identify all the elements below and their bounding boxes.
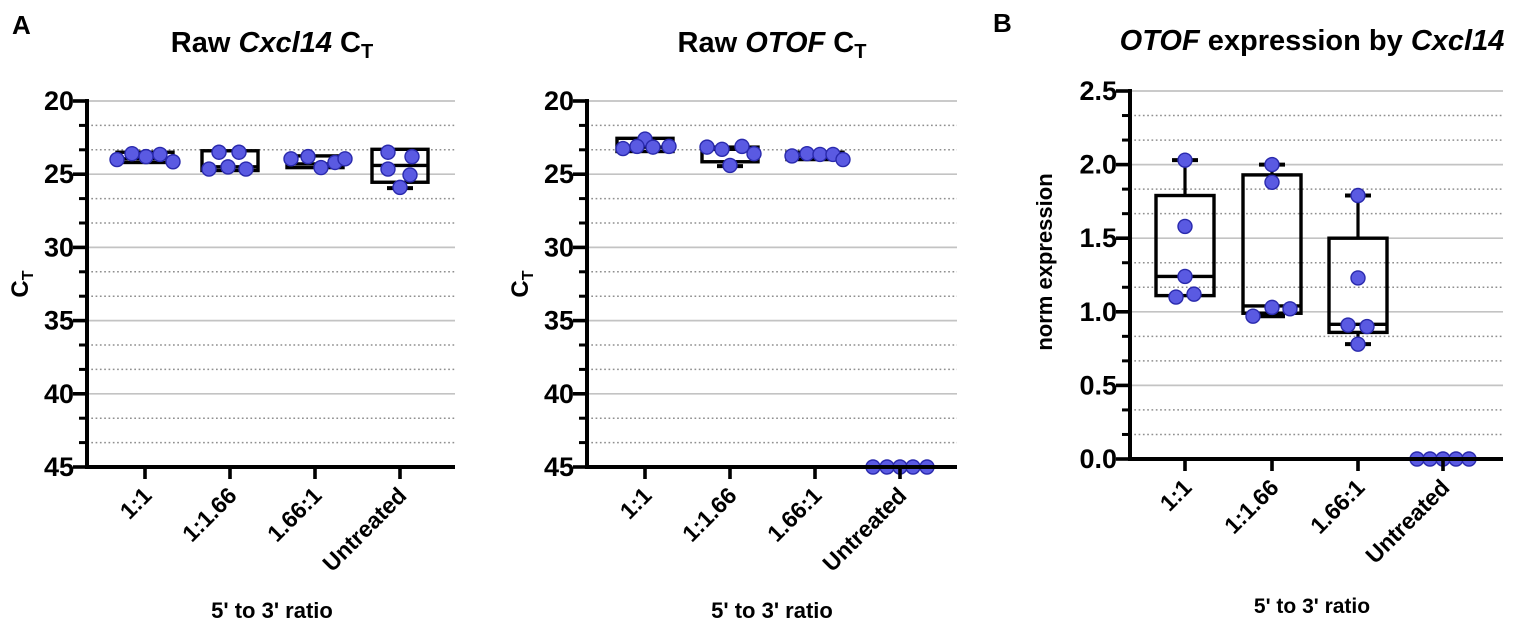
y-tick-label: 25 — [44, 159, 74, 189]
y-tick-label: 0.5 — [1079, 370, 1117, 400]
data-point — [799, 146, 815, 162]
x-axis-title: 5' to 3' ratio — [1254, 595, 1370, 618]
data-point — [283, 151, 299, 167]
data-point — [714, 141, 730, 158]
data-point — [1350, 270, 1366, 286]
panel-label-b: B — [993, 8, 1012, 38]
data-point — [746, 146, 762, 162]
y-tick-label: 0.0 — [1079, 444, 1117, 474]
data-point — [201, 161, 217, 177]
data-point — [722, 157, 738, 174]
data-point — [231, 144, 247, 160]
data-point — [661, 138, 677, 155]
x-axis-title: 5' to 3' ratio — [711, 598, 833, 623]
x-tick-label: 1:1.66 — [1219, 474, 1284, 539]
data-point — [392, 179, 408, 196]
data-point — [211, 144, 227, 160]
data-point — [1245, 308, 1261, 324]
data-point — [380, 161, 396, 177]
data-point — [1168, 289, 1184, 305]
box — [1154, 193, 1216, 298]
x-tick-label: 1:1 — [615, 482, 657, 524]
data-point — [165, 154, 181, 170]
data-point — [337, 151, 353, 167]
data-point — [313, 159, 329, 176]
data-point — [835, 151, 851, 168]
data-point — [1264, 156, 1280, 173]
data-point — [615, 140, 631, 157]
data-point — [699, 139, 715, 155]
data-point — [109, 151, 125, 168]
data-point — [812, 146, 828, 163]
chart-title: Raw OTOF CT — [678, 27, 867, 63]
data-point — [404, 148, 420, 165]
y-tick-label: 1.5 — [1079, 223, 1117, 253]
data-point — [152, 146, 168, 163]
data-point — [645, 139, 661, 155]
y-tick-label: 20 — [44, 86, 74, 116]
data-point — [1177, 218, 1193, 235]
y-tick-label: 45 — [544, 452, 574, 482]
x-tick-label: Untreated — [317, 482, 411, 576]
data-point — [402, 167, 418, 183]
data-point — [629, 138, 645, 155]
x-tick-label: 1.66:1 — [262, 482, 327, 547]
chart-title: Raw Cxcl14 CT — [171, 27, 373, 63]
data-point — [1350, 187, 1366, 204]
y-tick-label: 40 — [44, 379, 74, 409]
chart-title: OTOF expression by Cxcl14 — [1120, 25, 1505, 57]
x-tick-label: 1:1 — [1155, 474, 1197, 516]
x-tick-label: 1.66:1 — [762, 482, 827, 547]
data-point — [1177, 268, 1193, 285]
data-point — [124, 146, 140, 162]
box — [1327, 236, 1389, 335]
y-tick-label: 2.0 — [1079, 150, 1117, 180]
data-point — [1264, 299, 1280, 316]
data-point — [220, 159, 236, 175]
data-point — [380, 144, 396, 160]
data-point — [1359, 318, 1375, 335]
y-tick-label: 35 — [544, 306, 574, 336]
x-tick-label: 1:1 — [115, 482, 157, 524]
y-tick-label: 45 — [44, 452, 74, 482]
y-tick-label: 20 — [544, 86, 574, 116]
x-tick-label: Untreated — [817, 482, 911, 576]
y-axis-title: CT — [507, 270, 537, 297]
data-point — [1264, 174, 1280, 190]
x-tick-label: 1:1.66 — [677, 482, 742, 547]
data-point — [138, 148, 154, 165]
data-point — [734, 138, 750, 155]
data-point — [1340, 317, 1356, 333]
data-point — [1350, 336, 1366, 352]
y-tick-label: 1.0 — [1079, 297, 1117, 327]
x-tick-label: Untreated — [1360, 474, 1454, 568]
y-axis-title: norm expression — [1032, 173, 1057, 350]
data-point — [1186, 286, 1202, 302]
y-tick-label: 30 — [44, 232, 74, 262]
box — [1241, 173, 1303, 315]
y-tick-label: 35 — [44, 306, 74, 336]
y-tick-label: 40 — [544, 379, 574, 409]
y-axis-title: CT — [7, 270, 37, 297]
y-tick-label: 25 — [544, 159, 574, 189]
x-tick-label: 1.66:1 — [1305, 474, 1370, 539]
data-point — [1282, 301, 1298, 317]
x-tick-label: 1:1.66 — [177, 482, 242, 547]
x-axis-title: 5' to 3' ratio — [211, 598, 333, 623]
data-point — [238, 161, 254, 177]
panel-label-a: A — [12, 10, 31, 40]
y-tick-label: 30 — [544, 232, 574, 262]
data-point — [1177, 152, 1193, 168]
data-point — [300, 148, 316, 165]
data-point — [784, 148, 800, 164]
y-tick-label: 2.5 — [1079, 76, 1117, 106]
